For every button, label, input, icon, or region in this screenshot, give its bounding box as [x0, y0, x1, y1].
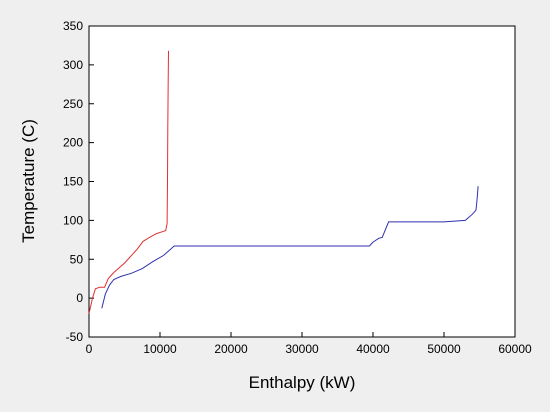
series-layer [88, 50, 479, 314]
x-tick-label: 20000 [214, 342, 248, 356]
x-tick-label: 10000 [143, 342, 177, 356]
y-tick-label: -50 [66, 330, 84, 344]
plot-area [88, 25, 516, 338]
y-axis-title: Temperature (C) [19, 119, 38, 243]
y-tick-label: 150 [63, 175, 83, 189]
series-line-blue [101, 186, 479, 309]
y-tick-label: 200 [63, 136, 83, 150]
y-tick-label: 250 [63, 97, 83, 111]
y-tick-label: 350 [63, 19, 83, 33]
series-line-red [88, 50, 169, 314]
y-tick-label: 50 [70, 252, 84, 266]
y-tick-label: 300 [63, 58, 83, 72]
x-tick-label: 50000 [427, 342, 461, 356]
y-tick-label: 100 [63, 213, 83, 227]
x-tick-label: 30000 [285, 342, 319, 356]
x-tick-label: 60000 [498, 342, 532, 356]
x-tick-label: 0 [86, 342, 93, 356]
y-tick-label: 0 [76, 291, 83, 305]
x-tick-label: 40000 [356, 342, 390, 356]
x-axis-title: Enthalpy (kW) [249, 373, 356, 392]
axis-ticks: 0 10000 20000 30000 40000 50000 60000-50050100… [63, 19, 532, 356]
